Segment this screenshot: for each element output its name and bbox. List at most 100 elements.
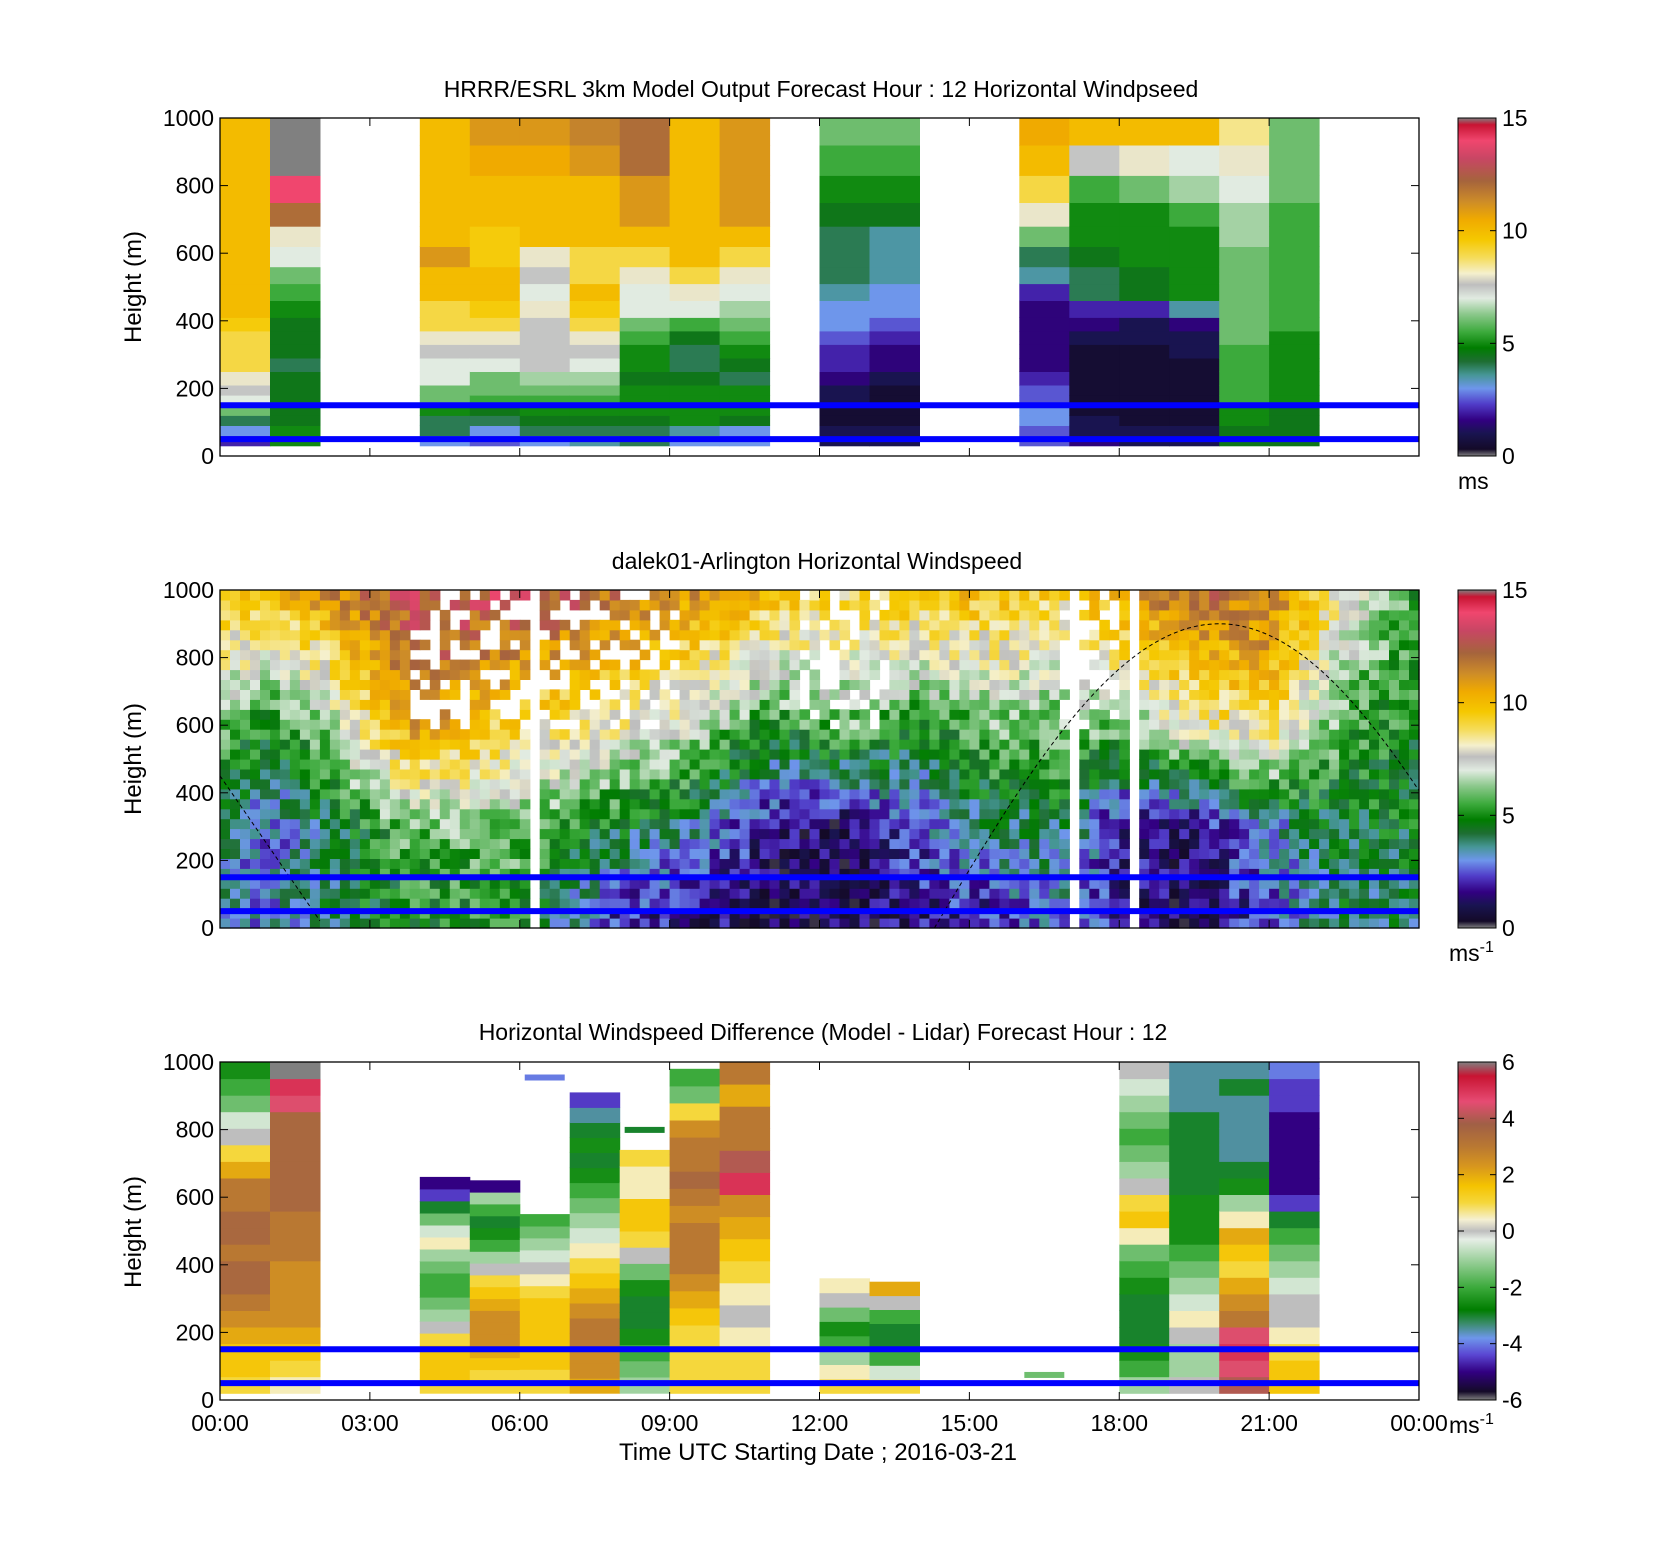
heatmap-cell <box>849 749 861 760</box>
heatmap-cell <box>270 415 321 426</box>
heatmap-cell <box>449 838 461 849</box>
heatmap-cell <box>1299 778 1310 790</box>
heatmap-cell <box>819 344 870 359</box>
colorbar-tick-label: 4 <box>1502 1105 1515 1131</box>
heatmap-cell <box>1219 709 1230 720</box>
heatmap-cell <box>619 918 631 929</box>
heatmap-cell <box>639 649 651 661</box>
heatmap-cell <box>719 415 771 426</box>
heatmap-cell <box>459 868 471 879</box>
heatmap-cell <box>1159 609 1170 621</box>
heatmap-cell <box>299 808 311 820</box>
heatmap-cell <box>719 918 731 929</box>
heatmap-cell <box>599 788 611 800</box>
heatmap-cell <box>419 669 431 680</box>
heatmap-cell <box>559 729 571 740</box>
heatmap-cell <box>1009 778 1020 790</box>
heatmap-cell <box>1099 808 1110 820</box>
heatmap-cell <box>1259 619 1270 631</box>
heatmap-cell <box>1179 759 1190 770</box>
heatmap-cell <box>220 1062 271 1080</box>
heatmap-cell <box>319 599 331 611</box>
heatmap-cell <box>769 828 781 840</box>
heatmap-cell <box>929 619 940 631</box>
heatmap-cell <box>519 729 531 740</box>
heatmap-cell <box>599 888 611 899</box>
heatmap-cell <box>1359 590 1370 601</box>
heatmap-cell <box>250 649 261 661</box>
heatmap-cell <box>1039 759 1050 770</box>
heatmap-cell <box>1389 778 1400 790</box>
panel-model-x-ticks <box>219 118 1420 456</box>
heatmap-cell <box>1319 848 1330 859</box>
heatmap-cell <box>1289 609 1300 621</box>
heatmap-cell <box>699 759 711 770</box>
heatmap-cell <box>739 878 751 889</box>
heatmap-cell <box>1379 828 1390 840</box>
heatmap-cell <box>849 808 861 820</box>
heatmap-cell <box>349 838 361 849</box>
heatmap-cell <box>739 649 751 661</box>
heatmap-cell <box>250 848 261 859</box>
heatmap-cell <box>309 918 321 929</box>
heatmap-cell <box>1259 669 1270 680</box>
heatmap-cell <box>419 838 431 849</box>
heatmap-cell <box>339 759 351 770</box>
heatmap-cell <box>649 729 661 740</box>
heatmap-cell <box>709 729 721 740</box>
heatmap-cell <box>1219 1095 1270 1113</box>
heatmap-cell <box>1269 1293 1320 1311</box>
heatmap-cell <box>699 848 711 859</box>
heatmap-cell <box>639 669 651 680</box>
heatmap-cell <box>1119 749 1130 760</box>
heatmap-cell <box>899 858 910 869</box>
heatmap-cell <box>959 878 970 889</box>
heatmap-cell <box>599 619 611 631</box>
heatmap-cell <box>619 739 631 750</box>
heatmap-cell <box>1119 1194 1170 1212</box>
heatmap-cell <box>999 609 1010 621</box>
heatmap-cell <box>1399 649 1410 661</box>
heatmap-cell <box>1299 590 1310 601</box>
heatmap-cell <box>250 768 261 780</box>
heatmap-cell <box>1189 768 1200 780</box>
heatmap-cell <box>309 659 321 671</box>
heatmap-cell <box>819 425 870 437</box>
heatmap-cell <box>1119 838 1130 849</box>
heatmap-cell <box>819 878 831 889</box>
heatmap-cell <box>1219 425 1270 437</box>
heatmap-cell <box>569 1257 621 1274</box>
heatmap-cell <box>639 878 651 889</box>
heatmap-cell <box>609 699 621 710</box>
heatmap-cell <box>689 768 701 780</box>
heatmap-cell <box>849 659 861 671</box>
heatmap-cell <box>1109 768 1120 780</box>
heatmap-cell <box>1319 888 1330 899</box>
heatmap-cell <box>240 649 251 661</box>
heatmap-cell <box>260 639 271 651</box>
heatmap-cell <box>619 1328 671 1345</box>
heatmap-cell <box>1289 838 1300 849</box>
heatmap-cell <box>839 739 851 750</box>
heatmap-cell <box>1029 689 1040 700</box>
heatmap-cell <box>1099 749 1110 760</box>
heatmap-cell <box>1209 828 1220 840</box>
heatmap-cell <box>469 1215 521 1229</box>
heatmap-cell <box>1239 729 1250 740</box>
heatmap-cell <box>809 749 821 760</box>
heatmap-cell <box>879 878 891 889</box>
heatmap-cell <box>1299 629 1310 641</box>
heatmap-cell <box>299 619 311 631</box>
panel-model-reference-lines <box>220 402 1419 443</box>
heatmap-cell <box>869 405 920 416</box>
heatmap-cell <box>1219 828 1230 840</box>
heatmap-cell <box>1039 858 1050 869</box>
heatmap-cell <box>519 659 531 671</box>
heatmap-cell <box>469 1239 521 1252</box>
heatmap-cell <box>959 739 970 750</box>
heatmap-cell <box>939 629 950 641</box>
heatmap-cell <box>659 858 671 869</box>
heatmap-cell <box>1199 878 1210 889</box>
heatmap-cell <box>1159 788 1170 800</box>
heatmap-cell <box>1119 729 1130 740</box>
